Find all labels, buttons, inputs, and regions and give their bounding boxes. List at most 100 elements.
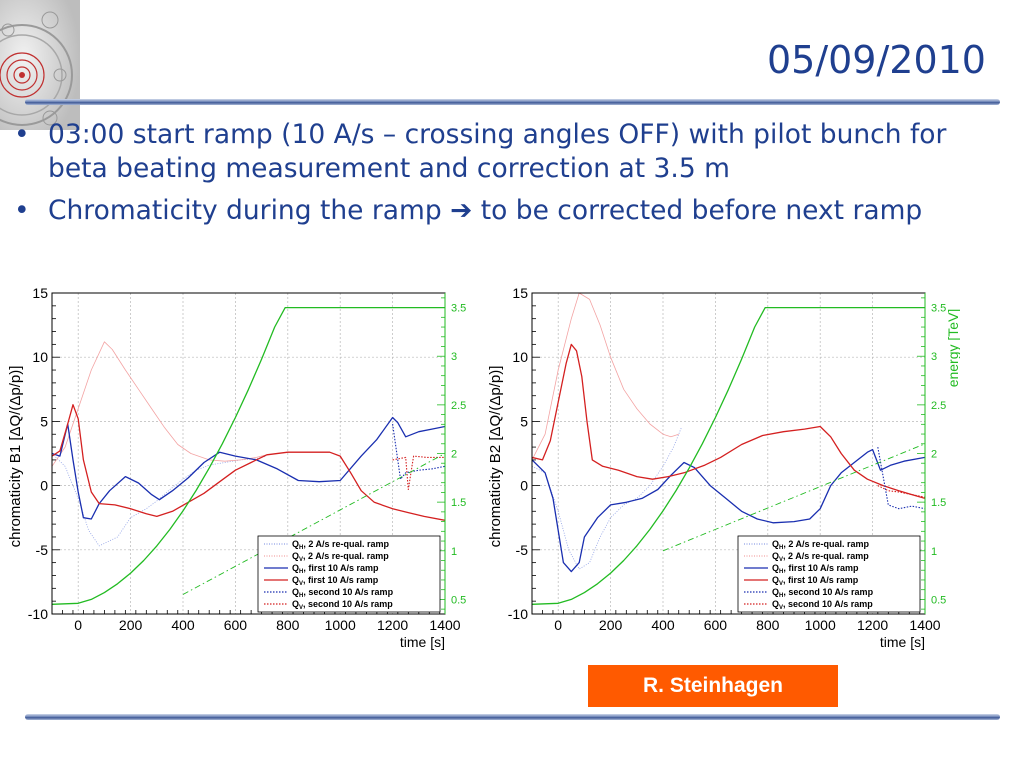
- y-tick-label: 5: [520, 413, 528, 429]
- legend-text: , second 10 A/s ramp: [783, 599, 873, 609]
- legend-sub: H: [299, 569, 303, 575]
- y2-tick-label: 3: [931, 351, 937, 363]
- legend-label: QV, second 10 A/s ramp: [292, 599, 393, 611]
- y-tick-label: 10: [512, 349, 528, 365]
- y2-tick-label: 2.5: [931, 400, 946, 412]
- legend-sub: V: [299, 557, 303, 563]
- series-line-1: [52, 341, 267, 467]
- y2-tick-label: 1: [451, 546, 457, 558]
- legend-label: QH, 2 A/s re-qual. ramp: [292, 539, 390, 551]
- y2-tick-label: 0.5: [931, 594, 946, 606]
- y-axis-label: chromaticity B1 [ΔQ/(Δp/p)]: [7, 366, 24, 548]
- legend-sub: H: [779, 569, 783, 575]
- bullet-text: Chromaticity during the ramp: [48, 195, 451, 226]
- legend-sub: V: [779, 557, 783, 563]
- legend-label: QH, first 10 A/s ramp: [292, 563, 379, 575]
- slide-title: 05/09/2010: [766, 38, 986, 82]
- x-tick-label: 600: [704, 617, 728, 633]
- series-line-6: [532, 306, 925, 605]
- legend-label: QH, second 10 A/s ramp: [292, 587, 394, 599]
- bullet-text: to be corrected before next ramp: [472, 195, 923, 226]
- credit-label: R. Steinhagen: [588, 665, 838, 707]
- series-group: [52, 306, 445, 605]
- bullet-item: • Chromaticity during the ramp ➔ to be c…: [12, 194, 1002, 228]
- legend-text: , 2 A/s re-qual. ramp: [303, 539, 389, 549]
- y2-tick-label: 3.5: [931, 303, 946, 315]
- bullet-list: • 03:00 start ramp (10 A/s – crossing an…: [12, 118, 1002, 236]
- y-tick-label: 5: [40, 413, 48, 429]
- x-axis-label: time [s]: [400, 634, 445, 650]
- y-tick-label: -10: [508, 606, 528, 622]
- chart-b1-svg: 0 200 400 600 800 1000 1200 1400 -10 -5 0 5 10 15 0.5 1…: [7, 285, 466, 650]
- experiment-logo: [0, 0, 80, 130]
- y2-tick-label: 1.5: [451, 497, 466, 509]
- y2-tick-label: 2.5: [451, 400, 466, 412]
- chart-b1: 0 200 400 600 800 1000 1200 1400 -10 -5 0 5 10 15 0.5 1…: [0, 278, 480, 658]
- y-tick-label: 15: [32, 285, 48, 301]
- legend-text: , first 10 A/s ramp: [303, 575, 379, 585]
- x-tick-label: 1400: [429, 617, 460, 633]
- series-line-3: [52, 404, 445, 521]
- x-tick-label: 0: [554, 617, 562, 633]
- x-tick-label: 0: [74, 617, 82, 633]
- x-tick-label: 600: [224, 617, 248, 633]
- legend-text: , second 10 A/s ramp: [783, 587, 873, 597]
- legend-sub: V: [299, 605, 303, 611]
- legend-box: [737, 535, 921, 613]
- bullet-dot: •: [14, 195, 30, 226]
- legend-label: QV, 2 A/s re-qual. ramp: [772, 551, 869, 563]
- series-group: [532, 293, 925, 605]
- y2-axis-label: energy [TeV]: [945, 309, 960, 388]
- legend-sub: V: [299, 581, 303, 587]
- legend-q: Q: [292, 563, 299, 573]
- series-line-3: [532, 343, 925, 500]
- legend-label: QV, second 10 A/s ramp: [772, 599, 873, 611]
- y-tick-label: -5: [516, 542, 529, 558]
- series-line-0: [532, 427, 682, 570]
- y2-tick-label: 2: [451, 449, 457, 461]
- y-tick-label: 0: [520, 478, 528, 494]
- legend-q: Q: [772, 575, 779, 585]
- legend-label: QV, first 10 A/s ramp: [772, 575, 859, 587]
- x-tick-label: 400: [651, 617, 675, 633]
- x-tick-label: 1200: [377, 617, 408, 633]
- legend-sub: V: [779, 605, 783, 611]
- legend-text: , 2 A/s re-qual. ramp: [783, 551, 869, 561]
- legend-q: Q: [292, 539, 299, 549]
- y-tick-label: 10: [32, 349, 48, 365]
- chart-b2: 0 200 400 600 800 1000 1200 1400 -10 -5 0 5 10 15 0.5 1…: [480, 278, 960, 658]
- series-line-6: [52, 306, 445, 605]
- footer-divider: [25, 714, 1000, 720]
- legend-q: Q: [292, 575, 299, 585]
- y-tick-label: 15: [512, 285, 528, 301]
- x-axis-label: time [s]: [880, 634, 925, 650]
- legend-text: , first 10 A/s ramp: [783, 563, 859, 573]
- y2-tick-label: 1.5: [931, 497, 946, 509]
- legend-text: , 2 A/s re-qual. ramp: [303, 551, 389, 561]
- legend-sub: H: [299, 593, 303, 599]
- legend-label: QH, second 10 A/s ramp: [772, 587, 874, 599]
- x-tick-label: 1000: [805, 617, 836, 633]
- x-tick-label: 1200: [857, 617, 888, 633]
- legend-q: Q: [292, 587, 299, 597]
- bullet-text: 03:00 start ramp (10 A/s – crossing angl…: [48, 119, 947, 184]
- legend-q: Q: [772, 539, 779, 549]
- y2-tick-label: 2: [931, 449, 937, 461]
- series-line-2: [532, 448, 925, 573]
- x-tick-label: 200: [119, 617, 143, 633]
- legend-label: QH, first 10 A/s ramp: [772, 563, 859, 575]
- y2-tick-label: 3: [451, 351, 457, 363]
- y-axis-label: chromaticity B2 [ΔQ/(Δp/p)]: [487, 366, 504, 548]
- y2-tick-label: 0.5: [451, 594, 466, 606]
- legend-text: , first 10 A/s ramp: [303, 563, 379, 573]
- legend-sub: V: [779, 581, 783, 587]
- legend-q: Q: [772, 587, 779, 597]
- series-line-5: [877, 485, 925, 498]
- bullet-dot: •: [14, 119, 30, 150]
- x-tick-label: 1000: [325, 617, 356, 633]
- legend-q: Q: [772, 551, 779, 561]
- legend-text: , 2 A/s re-qual. ramp: [783, 539, 869, 549]
- legend-box: [257, 535, 441, 613]
- legend-text: , second 10 A/s ramp: [303, 599, 393, 609]
- x-tick-label: 800: [276, 617, 300, 633]
